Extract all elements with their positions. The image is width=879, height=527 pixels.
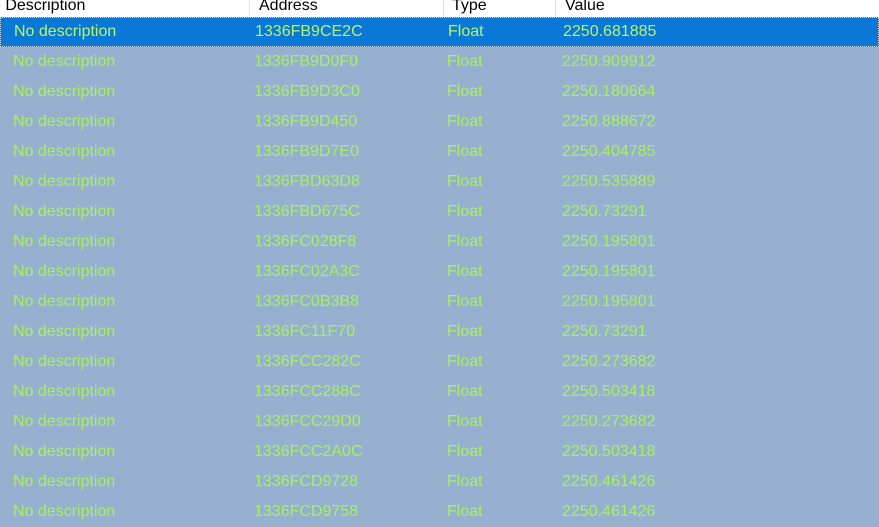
cell-type: Float	[447, 293, 483, 310]
cell-type: Float	[447, 173, 483, 190]
column-header-type[interactable]: Type	[444, 0, 556, 17]
cell-address: 1336FC0B3B8	[254, 293, 359, 310]
cell-type: Float	[447, 413, 483, 430]
column-header-description[interactable]: e Description	[0, 0, 250, 17]
table-row[interactable]: No description 1336FCC29D0 Float 2250.27368…	[0, 407, 879, 437]
cell-value: 2250.73291	[562, 323, 647, 340]
cell-address: 1336FCD9758	[254, 503, 359, 520]
cell-description: No description	[13, 203, 116, 220]
cell-address: 1336FB9D0F0	[254, 53, 359, 70]
cell-type: Float	[447, 233, 483, 250]
cell-value: 2250.461426	[562, 473, 656, 490]
cell-description: No description	[13, 503, 116, 520]
cell-address: 1336FB9D3C0	[254, 83, 360, 100]
cell-description: No description	[13, 443, 116, 460]
cell-value: 2250.461426	[562, 503, 656, 520]
cell-address: 1336FB9D7E0	[254, 143, 359, 160]
cell-type: Float	[447, 263, 483, 280]
cell-value: 2250.909912	[562, 53, 656, 70]
cell-address: 1336FCD9728	[254, 473, 359, 490]
cell-value: 2250.273682	[562, 353, 656, 370]
cell-value: 2250.180664	[562, 83, 656, 100]
cell-address: 1336FCC29D0	[254, 413, 361, 430]
cell-value: 2250.503418	[562, 383, 656, 400]
cell-description: No description	[13, 353, 116, 370]
table-row[interactable]: No description 1336FB9D0F0 Float 2250.90991…	[0, 47, 879, 77]
cell-description: No description	[14, 23, 117, 40]
cell-address: 1336FC11F70	[254, 323, 356, 340]
cell-value: 2250.535889	[562, 173, 656, 190]
cell-type: Float	[447, 443, 483, 460]
cell-description: No description	[13, 113, 116, 130]
cell-address: 1336FCC282C	[254, 353, 361, 370]
table-row[interactable]: No description 1336FB9D7E0 Float 2250.40478…	[0, 137, 879, 167]
cell-address: 1336FCC2A0C	[254, 443, 363, 460]
table-row[interactable]: No description 1336FBD63D8 Float 2250.53588…	[0, 167, 879, 197]
cell-description: No description	[13, 233, 116, 250]
cell-type: Float	[447, 143, 483, 160]
cell-value: 2250.195801	[562, 263, 656, 280]
cell-type: Float	[448, 23, 484, 40]
table-row[interactable]: No description 1336FCC288C Float 2250.50341…	[0, 377, 879, 407]
cell-value: 2250.888672	[562, 113, 656, 130]
cell-description: No description	[13, 413, 116, 430]
cell-description: No description	[13, 263, 116, 280]
table-row[interactable]: No description 1336FCD9728 Float 2250.46142…	[0, 467, 879, 497]
table-row[interactable]: No description 1336FB9D450 Float 2250.88867…	[0, 107, 879, 137]
cell-description: No description	[13, 53, 116, 70]
cell-address: 1336FBD63D8	[254, 173, 360, 190]
cell-type: Float	[447, 503, 483, 520]
table-row[interactable]: No description 1336FBD675C Float 2250.73291	[0, 197, 879, 227]
cell-address: 1336FB9D450	[254, 113, 358, 130]
cell-description: No description	[13, 173, 116, 190]
table-header: e Description Address Type Value	[0, 0, 879, 18]
cell-value: 2250.73291	[562, 203, 647, 220]
cell-type: Float	[447, 353, 483, 370]
cell-description: No description	[13, 293, 116, 310]
table-row[interactable]: No description 1336FC0B3B8 Float 2250.19580…	[0, 287, 879, 317]
cell-value: 2250.681885	[563, 23, 657, 40]
cell-type: Float	[447, 473, 483, 490]
cell-description: No description	[13, 143, 116, 160]
cell-description: No description	[13, 323, 116, 340]
cell-address: 1336FC02A3C	[254, 263, 360, 280]
table-row[interactable]: No description 1336FCD9758 Float 2250.46142…	[0, 497, 879, 527]
table-row[interactable]: No description 1336FB9D3C0 Float 2250.18066…	[0, 77, 879, 107]
cell-type: Float	[447, 53, 483, 70]
cell-description: No description	[13, 473, 116, 490]
table-row[interactable]: No description 1336FCC2A0C Float 2250.50341…	[0, 437, 879, 467]
cell-address: 1336FC028F8	[254, 233, 357, 250]
cell-type: Float	[447, 113, 483, 130]
table-body: No description 1336FB9CE2C Float 2250.68188…	[0, 17, 879, 527]
cell-address: 1336FCC288C	[254, 383, 361, 400]
cell-address: 1336FBD675C	[254, 203, 360, 220]
cell-description: No description	[13, 383, 116, 400]
cell-value: 2250.195801	[562, 293, 656, 310]
cell-type: Float	[447, 323, 483, 340]
table-row[interactable]: No description 1336FC02A3C Float 2250.19580…	[0, 257, 879, 287]
column-header-value[interactable]: Value	[565, 0, 605, 14]
table-row-selected[interactable]: No description 1336FB9CE2C Float 2250.68188…	[0, 17, 879, 47]
cell-address: 1336FB9CE2C	[255, 23, 363, 40]
cell-type: Float	[447, 83, 483, 100]
table-row[interactable]: No description 1336FCC282C Float 2250.27368…	[0, 347, 879, 377]
cell-type: Float	[447, 203, 483, 220]
cell-type: Float	[447, 383, 483, 400]
table-row[interactable]: No description 1336FC11F70 Float 2250.73291	[0, 317, 879, 347]
table-row[interactable]: No description 1336FC028F8 Float 2250.19580…	[0, 227, 879, 257]
cell-value: 2250.273682	[562, 413, 656, 430]
cell-value: 2250.195801	[562, 233, 656, 250]
cell-description: No description	[13, 83, 116, 100]
cell-value: 2250.503418	[562, 443, 656, 460]
column-header-address[interactable]: Address	[250, 0, 444, 17]
cell-value: 2250.404785	[562, 143, 656, 160]
